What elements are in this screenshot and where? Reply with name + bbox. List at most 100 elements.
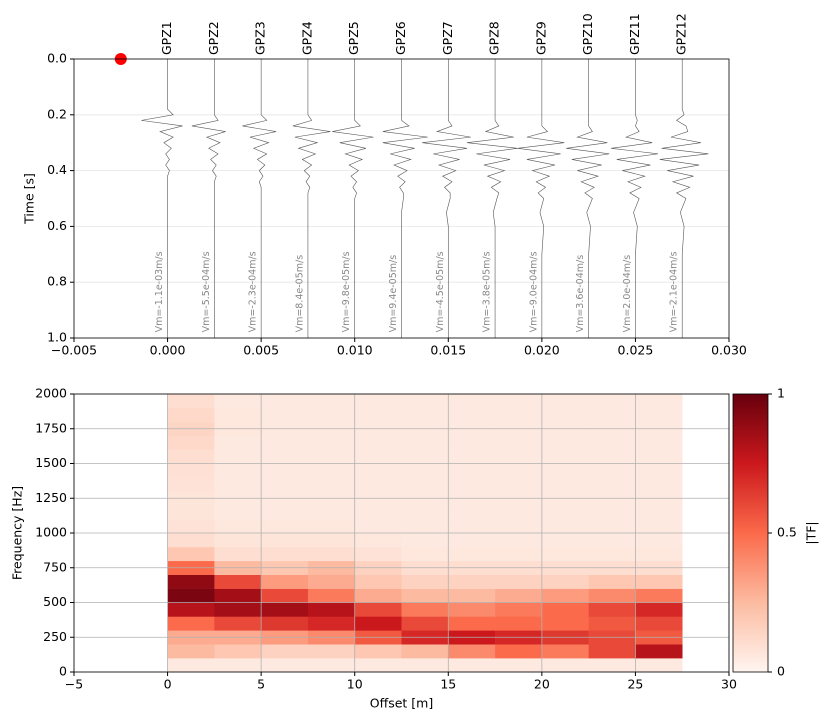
heat-cell — [214, 435, 262, 450]
heat-cell — [307, 519, 356, 534]
heat-cell — [448, 394, 496, 409]
heat-cell — [588, 533, 636, 548]
heat-cell — [448, 505, 496, 520]
heat-cell — [167, 546, 215, 562]
y-tick-label: 0.6 — [47, 218, 67, 233]
colorbar-tick-label: 1 — [777, 386, 785, 401]
heat-cell — [167, 463, 215, 478]
heat-cell — [635, 407, 683, 423]
heat-cell — [214, 519, 262, 534]
heat-cell — [635, 449, 683, 464]
x-tick-label: 15 — [440, 677, 456, 692]
heat-cell — [448, 588, 496, 603]
heat-cell — [354, 519, 402, 534]
heat-cell — [261, 602, 309, 617]
trace — [466, 59, 518, 338]
heat-cell — [354, 435, 402, 450]
heat-cell — [307, 394, 356, 409]
trace — [659, 59, 709, 338]
x-tick-label: 0.010 — [337, 343, 373, 358]
trace-annotation: Vm=-2.1e-04m/s — [669, 251, 680, 332]
y-tick-label: 0 — [59, 664, 67, 679]
y-tick-label: 0.4 — [47, 162, 67, 177]
trace — [611, 59, 658, 338]
x-tick-label: 25 — [627, 677, 643, 692]
heat-cell — [307, 658, 356, 673]
y-tick-label: 1250 — [35, 490, 67, 505]
heat-cell — [495, 644, 543, 659]
heat-cell — [167, 658, 215, 673]
trace-annotation: Vm=-5.5e-04m/s — [201, 251, 212, 332]
y-tick-label: 1750 — [35, 420, 67, 435]
heat-cell — [167, 616, 215, 631]
heat-cell — [307, 644, 356, 659]
heat-cell — [448, 546, 496, 562]
heat-cell — [635, 588, 683, 603]
trace-name: GPZ4 — [299, 21, 314, 55]
heat-cell — [307, 435, 356, 450]
heat-cell — [307, 616, 356, 631]
heat-cell — [401, 602, 449, 617]
heat-cell — [448, 477, 496, 492]
colorbar-tick-label: 0.5 — [777, 525, 797, 540]
heat-cell — [307, 602, 356, 617]
x-tick-label: 10 — [347, 677, 363, 692]
heat-cell — [541, 574, 589, 589]
heat-cell — [541, 449, 589, 464]
heat-cell — [495, 574, 543, 589]
heat-cell — [261, 533, 309, 548]
trace-name: GPZ11 — [627, 13, 642, 55]
trace-name: GPZ12 — [674, 13, 689, 55]
y-tick-label: 1000 — [35, 525, 67, 540]
heat-cell — [588, 546, 636, 562]
heat-cell — [401, 546, 449, 562]
heat-cell — [307, 533, 356, 548]
heat-cell — [261, 588, 309, 603]
heat-cell — [401, 616, 449, 631]
trace-annotation: Vm=9.4e-05m/s — [388, 255, 399, 333]
y-tick-label: 1.0 — [47, 330, 67, 345]
x-tick-label: 0.020 — [524, 343, 560, 358]
heat-cell — [261, 644, 309, 659]
heat-cell — [214, 616, 262, 631]
heat-cell — [635, 533, 683, 548]
trace — [422, 59, 471, 338]
heat-cell — [261, 519, 309, 534]
x-tick-label: 0 — [164, 677, 172, 692]
heat-cell — [495, 588, 543, 603]
heat-cell — [401, 533, 449, 548]
heat-cell — [635, 519, 683, 534]
heat-cell — [635, 602, 683, 617]
heat-cell — [167, 644, 215, 659]
heat-cell — [401, 407, 449, 423]
heat-cell — [541, 616, 589, 631]
heat-cell — [167, 533, 215, 548]
x-tick-label: 5 — [257, 677, 265, 692]
y-tick-label: 250 — [43, 629, 67, 644]
trace-annotation: Vm=-2.3e-04m/s — [248, 251, 259, 332]
y-axis-label: Frequency [Hz] — [10, 486, 25, 580]
x-tick-label: 30 — [721, 677, 737, 692]
heat-cell — [354, 463, 402, 478]
heat-cell — [167, 477, 215, 492]
heat-cell — [541, 533, 589, 548]
heat-cell — [354, 546, 402, 562]
heat-cell — [588, 658, 636, 673]
heat-cell — [354, 588, 402, 603]
trace-name: GPZ9 — [533, 21, 548, 55]
y-tick-label: 500 — [43, 594, 67, 609]
y-tick-label: 0.2 — [47, 106, 67, 121]
heat-cell — [261, 449, 309, 464]
heat-cell — [448, 602, 496, 617]
heat-cell — [167, 407, 215, 423]
heat-cell — [167, 394, 215, 409]
heat-cell — [401, 463, 449, 478]
heat-cell — [214, 463, 262, 478]
heat-cell — [541, 546, 589, 562]
heat-cell — [495, 519, 543, 534]
y-tick-label: 1500 — [35, 455, 67, 470]
heat-cell — [214, 574, 262, 589]
heat-cell — [354, 505, 402, 520]
x-tick-label: 0.025 — [618, 343, 654, 358]
heat-cell — [541, 519, 589, 534]
